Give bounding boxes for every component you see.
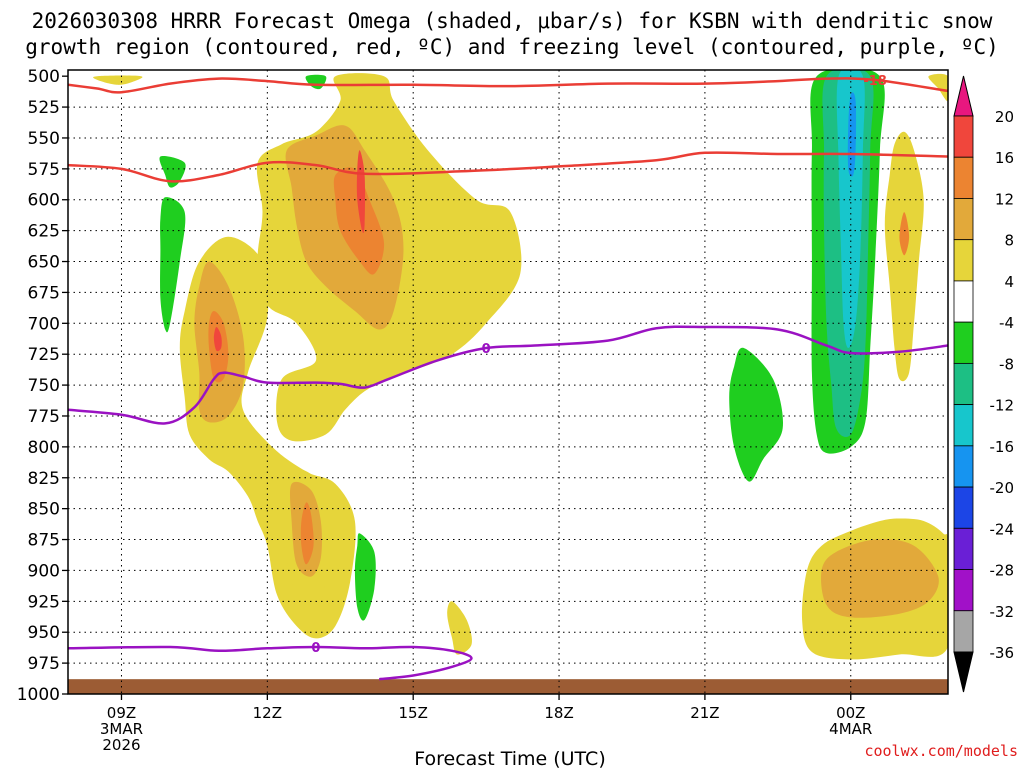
x-tick-date-09Z: 3MAR bbox=[100, 720, 143, 738]
omega-region-pos12 bbox=[300, 502, 314, 565]
chart-title-line2: growth region (contoured, red, ºC) and f… bbox=[25, 35, 999, 59]
colorbar-label-12: 12 bbox=[995, 190, 1014, 208]
omega-region-neg4 bbox=[160, 197, 186, 333]
freezing-contour-upper-label: 0 bbox=[482, 342, 491, 357]
colorbar-label--36: -36 bbox=[990, 644, 1015, 662]
freezing-contour-lower-label: 0 bbox=[311, 641, 320, 656]
colorbar-label--16: -16 bbox=[990, 438, 1015, 456]
colorbar-bottom-arrow bbox=[953, 651, 974, 693]
colorbar-swatch bbox=[953, 115, 974, 158]
y-tick-label-725: 725 bbox=[28, 345, 60, 365]
ground-band bbox=[68, 679, 948, 694]
dgz-contour-upper bbox=[68, 77, 948, 94]
x-axis-label: Forecast Time (UTC) bbox=[414, 748, 605, 768]
y-tick-label-750: 750 bbox=[28, 376, 60, 396]
omega-region-pos16 bbox=[356, 150, 366, 233]
colorbar-top-arrow bbox=[953, 75, 974, 117]
omega-region-neg4 bbox=[729, 347, 784, 482]
y-tick-label-800: 800 bbox=[28, 438, 60, 458]
omega-region-pos4 bbox=[928, 73, 948, 102]
colorbar-label--8: -8 bbox=[999, 355, 1014, 373]
colorbar-swatch bbox=[953, 362, 974, 406]
colorbar-swatch bbox=[953, 239, 974, 282]
omega-region-pos4 bbox=[447, 601, 472, 655]
colorbar-swatch bbox=[953, 321, 974, 364]
colorbar-label-8: 8 bbox=[1004, 232, 1014, 250]
x-tick-date-00Z: 4MAR bbox=[829, 720, 872, 738]
colorbar-label--24: -24 bbox=[990, 520, 1015, 538]
x-tick-label-21Z: 21Z bbox=[690, 704, 719, 722]
ground-band-rect bbox=[68, 679, 948, 694]
colorbar-label-20: 20 bbox=[995, 108, 1014, 126]
colorbar-swatch bbox=[953, 610, 974, 653]
dgz-contour-lower bbox=[68, 151, 948, 183]
colorbar-swatch bbox=[953, 156, 974, 199]
omega-region-pos4 bbox=[93, 75, 143, 85]
x-tick-label-09Z: 09Z bbox=[107, 704, 136, 722]
omega-region-neg16 bbox=[847, 92, 857, 177]
freezing-contour-upper bbox=[68, 325, 948, 425]
y-tick-label-500: 500 bbox=[28, 67, 60, 87]
y-tick-label-650: 650 bbox=[28, 253, 60, 273]
x-tick-label-00Z: 00Z bbox=[836, 704, 865, 722]
y-tick-label-1000: 1000 bbox=[17, 685, 60, 705]
colorbar-label--12: -12 bbox=[990, 397, 1015, 415]
x-tick-label-15Z: 15Z bbox=[399, 704, 428, 722]
y-tick-label-525: 525 bbox=[28, 98, 60, 118]
omega-region-pos4 bbox=[884, 131, 924, 382]
y-tick-label-775: 775 bbox=[28, 407, 60, 427]
y-tick-label-975: 975 bbox=[28, 654, 60, 674]
y-tick-label-850: 850 bbox=[28, 500, 60, 520]
colorbar-label-16: 16 bbox=[995, 149, 1014, 167]
colorbar-swatch bbox=[953, 569, 974, 612]
y-tick-label-700: 700 bbox=[28, 314, 60, 334]
y-tick-label-675: 675 bbox=[28, 283, 60, 303]
contours: -18 0 0 bbox=[68, 74, 948, 681]
y-axis: 500 525 550 575 600 625 650 675 700 725 750 775 800 8… bbox=[17, 67, 68, 705]
y-tick-label-875: 875 bbox=[28, 531, 60, 551]
colorbar-swatch bbox=[953, 198, 974, 241]
chart-title-line1: 2026030308 HRRR Forecast Omega (shaded, … bbox=[32, 9, 993, 33]
y-tick-label-925: 925 bbox=[28, 592, 60, 612]
y-tick-label-950: 950 bbox=[28, 623, 60, 643]
colorbar-label-4: 4 bbox=[1004, 273, 1014, 291]
colorbar-swatch bbox=[953, 404, 974, 447]
colorbar: 20 16 12 8 4 -4 -8 -12 -16 -20 -24 -28 -32 -36 bbox=[953, 75, 1015, 693]
y-tick-label-600: 600 bbox=[28, 191, 60, 211]
omega-region-neg4 bbox=[159, 155, 186, 188]
x-tick-label-12Z: 12Z bbox=[253, 704, 282, 722]
colorbar-swatch bbox=[953, 486, 974, 529]
omega-region-pos12 bbox=[333, 167, 385, 275]
omega-region-pos16 bbox=[213, 326, 222, 352]
y-tick-label-625: 625 bbox=[28, 222, 60, 242]
credit-text: coolwx.com/models bbox=[864, 742, 1018, 760]
colorbar-label--20: -20 bbox=[990, 479, 1015, 497]
plot-frame bbox=[67, 69, 949, 695]
x-tick-label-18Z: 18Z bbox=[544, 704, 573, 722]
grid-lines bbox=[68, 70, 948, 694]
omega-region-pos12 bbox=[899, 212, 910, 256]
dgz-contour-upper-label: -18 bbox=[863, 74, 887, 89]
colorbar-swatch bbox=[953, 445, 974, 488]
colorbar-swatch bbox=[953, 280, 974, 323]
y-tick-label-825: 825 bbox=[28, 469, 60, 489]
omega-region-neg4 bbox=[305, 74, 327, 90]
omega-region-neg4 bbox=[354, 533, 376, 621]
colorbar-swatch bbox=[953, 527, 974, 570]
colorbar-label--32: -32 bbox=[990, 603, 1015, 621]
colorbar-label--4: -4 bbox=[999, 314, 1014, 332]
colorbar-label--28: -28 bbox=[990, 562, 1015, 580]
y-tick-label-550: 550 bbox=[28, 129, 60, 149]
freezing-contour-lower bbox=[68, 645, 473, 681]
y-tick-label-900: 900 bbox=[28, 561, 60, 581]
x-tick-year-09Z: 2026 bbox=[102, 736, 140, 754]
y-tick-label-575: 575 bbox=[28, 160, 60, 180]
